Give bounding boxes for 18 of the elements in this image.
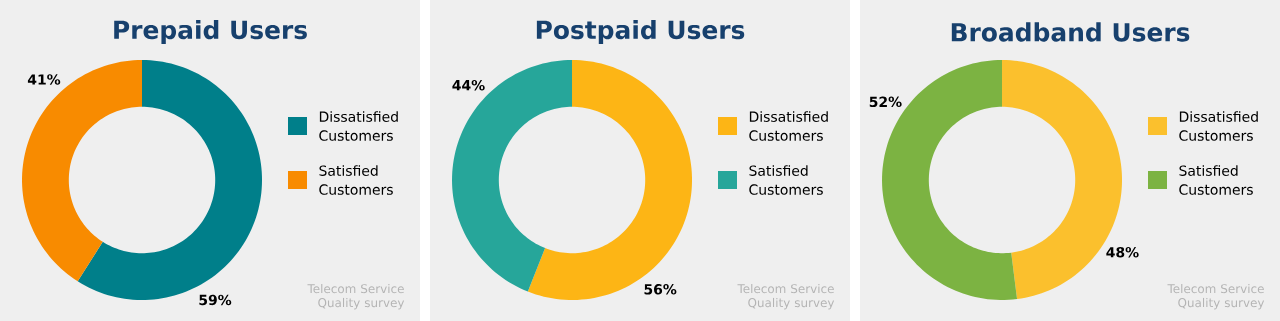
text: Telecom Service Quality survey	[737, 283, 835, 310]
data-label: 41%	[27, 74, 61, 85]
text: Telecom Service Quality survey	[1167, 283, 1265, 310]
chart-title: Prepaid Users	[114, 19, 307, 45]
chart-title: Postpaid Users	[536, 19, 745, 45]
data-label: 56%	[644, 284, 677, 295]
legend-label: Dissatisfied Customers	[319, 111, 398, 141]
legend-label: Dissatisfied Customers	[749, 111, 828, 141]
legend-label: Dissatisfied Customers	[1179, 111, 1258, 141]
legend-label: Satisfied Customers	[1179, 165, 1253, 195]
data-label: 48%	[1106, 246, 1139, 258]
data-label: 44%	[452, 79, 485, 91]
legend-label: Satisfied Customers	[319, 165, 393, 195]
chart-title: Broadband Users	[951, 22, 1190, 42]
data-label: 59%	[199, 294, 232, 306]
data-label: 52%	[869, 96, 902, 108]
legend-label: Satisfied Customers	[749, 165, 823, 195]
text: Telecom Service Quality survey	[307, 283, 405, 310]
